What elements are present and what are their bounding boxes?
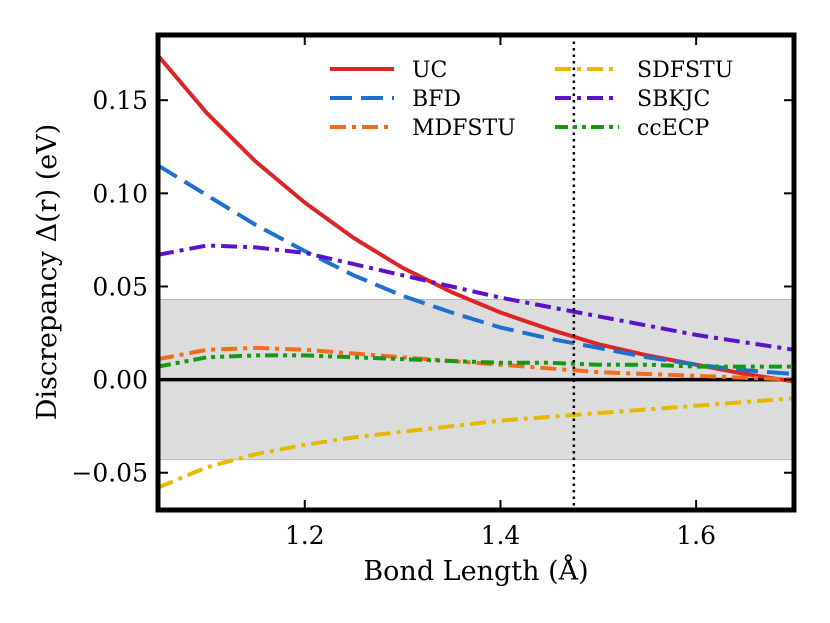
series-line-mdfstu [158, 345, 794, 382]
legend-label-bfd: BFD [412, 87, 461, 112]
x-tick-label: 1.2 [285, 521, 325, 550]
plot-area [158, 35, 794, 510]
series-line-sbkjc [158, 243, 794, 352]
series-line-ccecp [158, 353, 794, 369]
y-tick-label: −0.05 [71, 459, 148, 488]
legend-label-uc: UC [412, 58, 447, 83]
x-tick-label: 1.4 [481, 521, 521, 550]
legend-label-mdfstu: MDFSTU [412, 116, 516, 141]
x-tick-label: 1.6 [676, 521, 716, 550]
series-line-bfd [158, 163, 794, 376]
y-tick-label: 0.00 [92, 366, 148, 395]
axes: 1.2 1.4 1.6 −0.05 0.00 0.05 0.10 0.15 [71, 32, 797, 550]
x-axis-label: Bond Length (Å) [363, 554, 588, 587]
legend: UC BFD MDFSTU SDFSTU SBKJC ccECP [330, 58, 733, 141]
y-tick-label: 0.05 [92, 272, 148, 301]
plot-frame [155, 32, 797, 513]
y-tick-label: 0.15 [92, 86, 148, 115]
legend-label-sdfstu: SDFSTU [637, 58, 733, 83]
y-tick-label: 0.10 [92, 179, 148, 208]
y-axis-label: Discrepancy Δ(r) (eV) [32, 124, 63, 420]
legend-label-ccecp: ccECP [637, 116, 710, 141]
legend-label-sbkjc: SBKJC [637, 87, 710, 112]
series-line-sdfstu [158, 396, 794, 490]
